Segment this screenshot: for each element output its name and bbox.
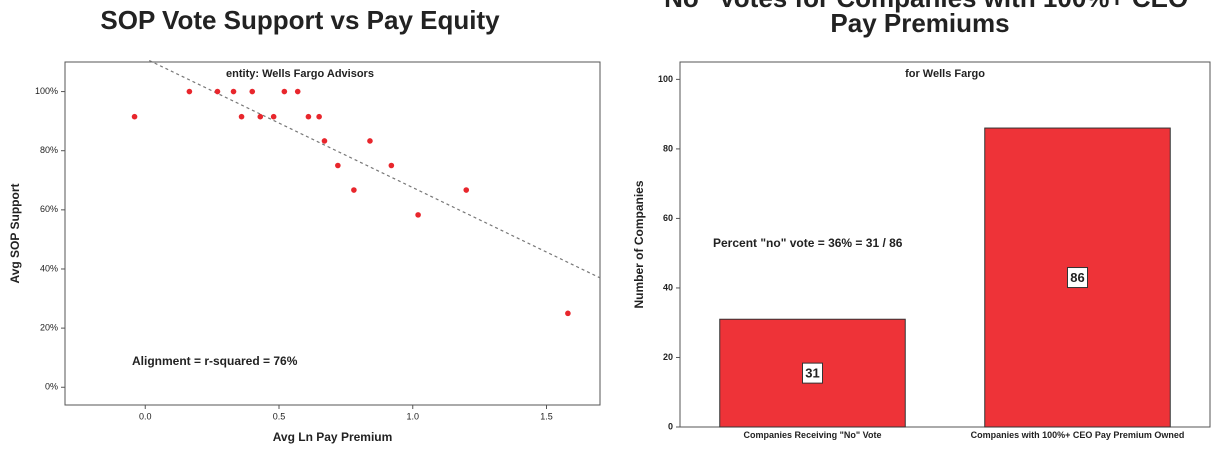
y-tick-label: 80 [663,143,673,153]
y-tick-label: 60 [663,213,673,223]
y-tick-label: 40% [40,263,58,273]
y-tick-label: 0% [45,382,58,392]
y-tick-label: 20% [40,322,58,332]
point [388,162,395,169]
point [415,212,421,218]
annotation: entity: Wells Fargo Advisors [226,68,374,80]
point [270,113,277,120]
chart-subtitle: for Wells Fargo [905,68,985,80]
point [335,162,341,169]
y-tick-label: 0 [668,421,673,431]
chart-title: "No" Votes for Companies with 100%+ CEO … [652,0,1188,38]
x-tick-label: Companies Receiving "No" Vote [743,431,882,440]
x-tick-label-box: Companies Receiving "No" Vote [743,431,882,440]
x-tick-label: 0.0 [139,411,152,421]
point [367,138,373,144]
point [131,113,138,120]
annotation: Alignment = r-squared = 76% [132,354,298,368]
y-axis-label: Number of Companies [632,180,646,308]
x-axis-label: Avg Ln Pay Premium [273,430,393,444]
y-tick-label: 80% [40,145,58,155]
y-axis-label: Avg SOP Support [8,183,22,283]
value-label-box [802,362,823,384]
point [321,138,328,144]
point [249,88,256,95]
x-tick-label: Companies with 100%+ CEO Pay Premium Own… [970,431,1185,440]
point [565,310,571,317]
x-tick-label: 1.5 [540,411,553,421]
plot-frame [64,61,601,406]
point [214,88,221,95]
trend-line [149,59,601,279]
value-label-box [1067,267,1088,289]
chart-title: SOP Vote Support vs Pay Equity [100,5,500,35]
x-tick-label: 0.5 [273,411,286,421]
y-tick-label: 40 [663,282,673,292]
x-tick-label: 1.0 [406,411,419,421]
y-tick-label: 60% [40,204,58,214]
x-tick-label-box: Companies with 100%+ CEO Pay Premium Own… [970,431,1185,440]
point [463,187,470,193]
y-tick-label: 20 [663,352,673,362]
value-label: 31 [805,366,819,381]
point [238,113,245,120]
point [230,88,237,95]
point [305,113,312,120]
point [294,88,301,95]
point [351,187,357,193]
point [257,113,264,120]
chart-title-box: "No" Votes for Companies with 100%+ CEO … [652,0,1188,38]
annotation: Percent "no" vote = 36% = 31 / 86 [713,236,903,250]
point [281,88,288,95]
value-label: 86 [1070,270,1084,285]
y-tick-label: 100% [35,86,58,96]
point [316,113,322,120]
point [186,88,193,95]
y-tick-label: 100 [658,74,673,84]
